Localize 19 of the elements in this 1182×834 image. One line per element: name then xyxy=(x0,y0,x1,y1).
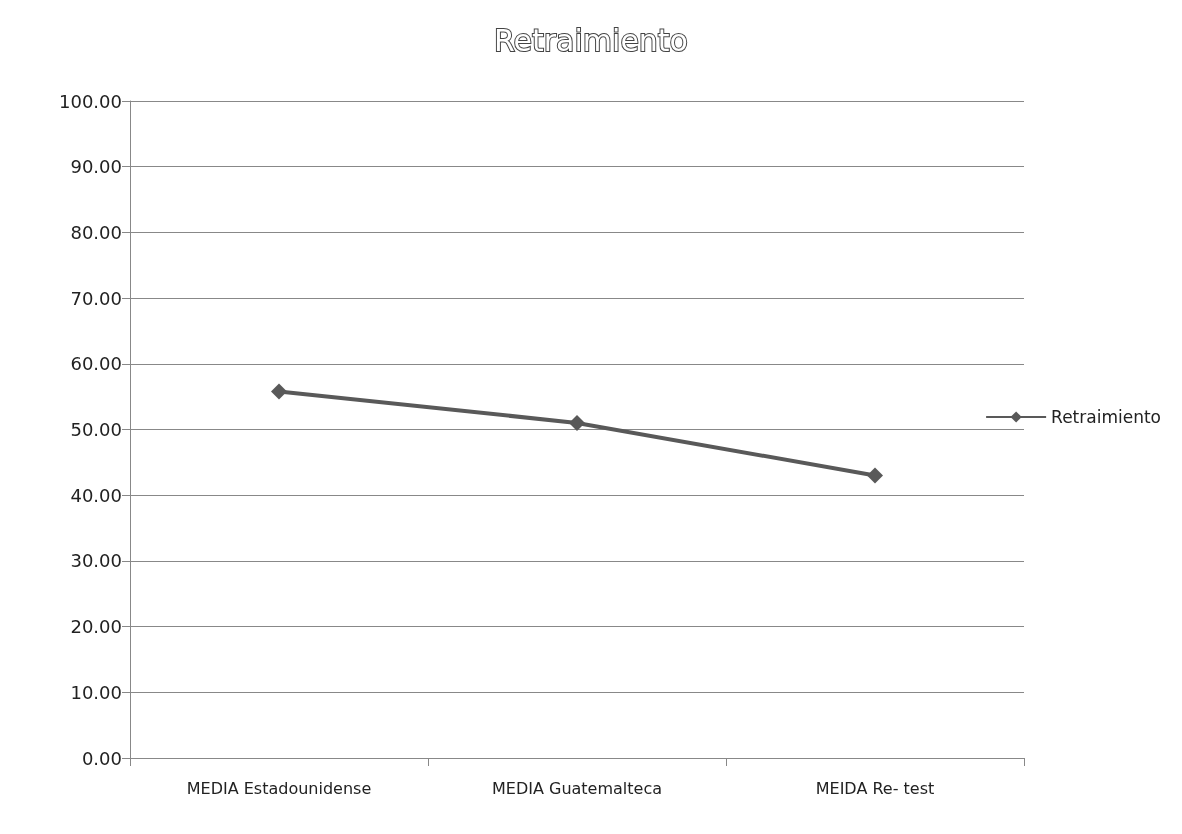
y-tick-label: 70.00 xyxy=(70,287,122,309)
y-tick-label: 30.00 xyxy=(70,550,122,572)
y-tick-label: 10.00 xyxy=(70,681,122,703)
y-tick-label: 100.00 xyxy=(59,90,122,112)
point xyxy=(867,467,883,484)
legend-label: Retraimiento xyxy=(1051,407,1161,427)
chart-title: Retraimiento xyxy=(494,22,688,58)
y-tick-label: 60.00 xyxy=(70,353,122,375)
y-tick-label: 40.00 xyxy=(70,484,122,506)
y-tick-label: 20.00 xyxy=(70,616,122,638)
point xyxy=(271,383,287,400)
y-tick-label: 0.00 xyxy=(81,747,122,769)
x-tick-label: MEDIA Guatemalteca xyxy=(492,778,662,798)
y-tick-label: 80.00 xyxy=(70,221,122,243)
y-tick-label: 90.00 xyxy=(70,156,122,178)
x-tick-label: MEDIA Estadounidense xyxy=(186,778,372,798)
y-tick-label: 50.00 xyxy=(70,419,122,440)
point xyxy=(569,414,585,431)
x-tick-label: MEIDA Re- test xyxy=(815,778,935,798)
